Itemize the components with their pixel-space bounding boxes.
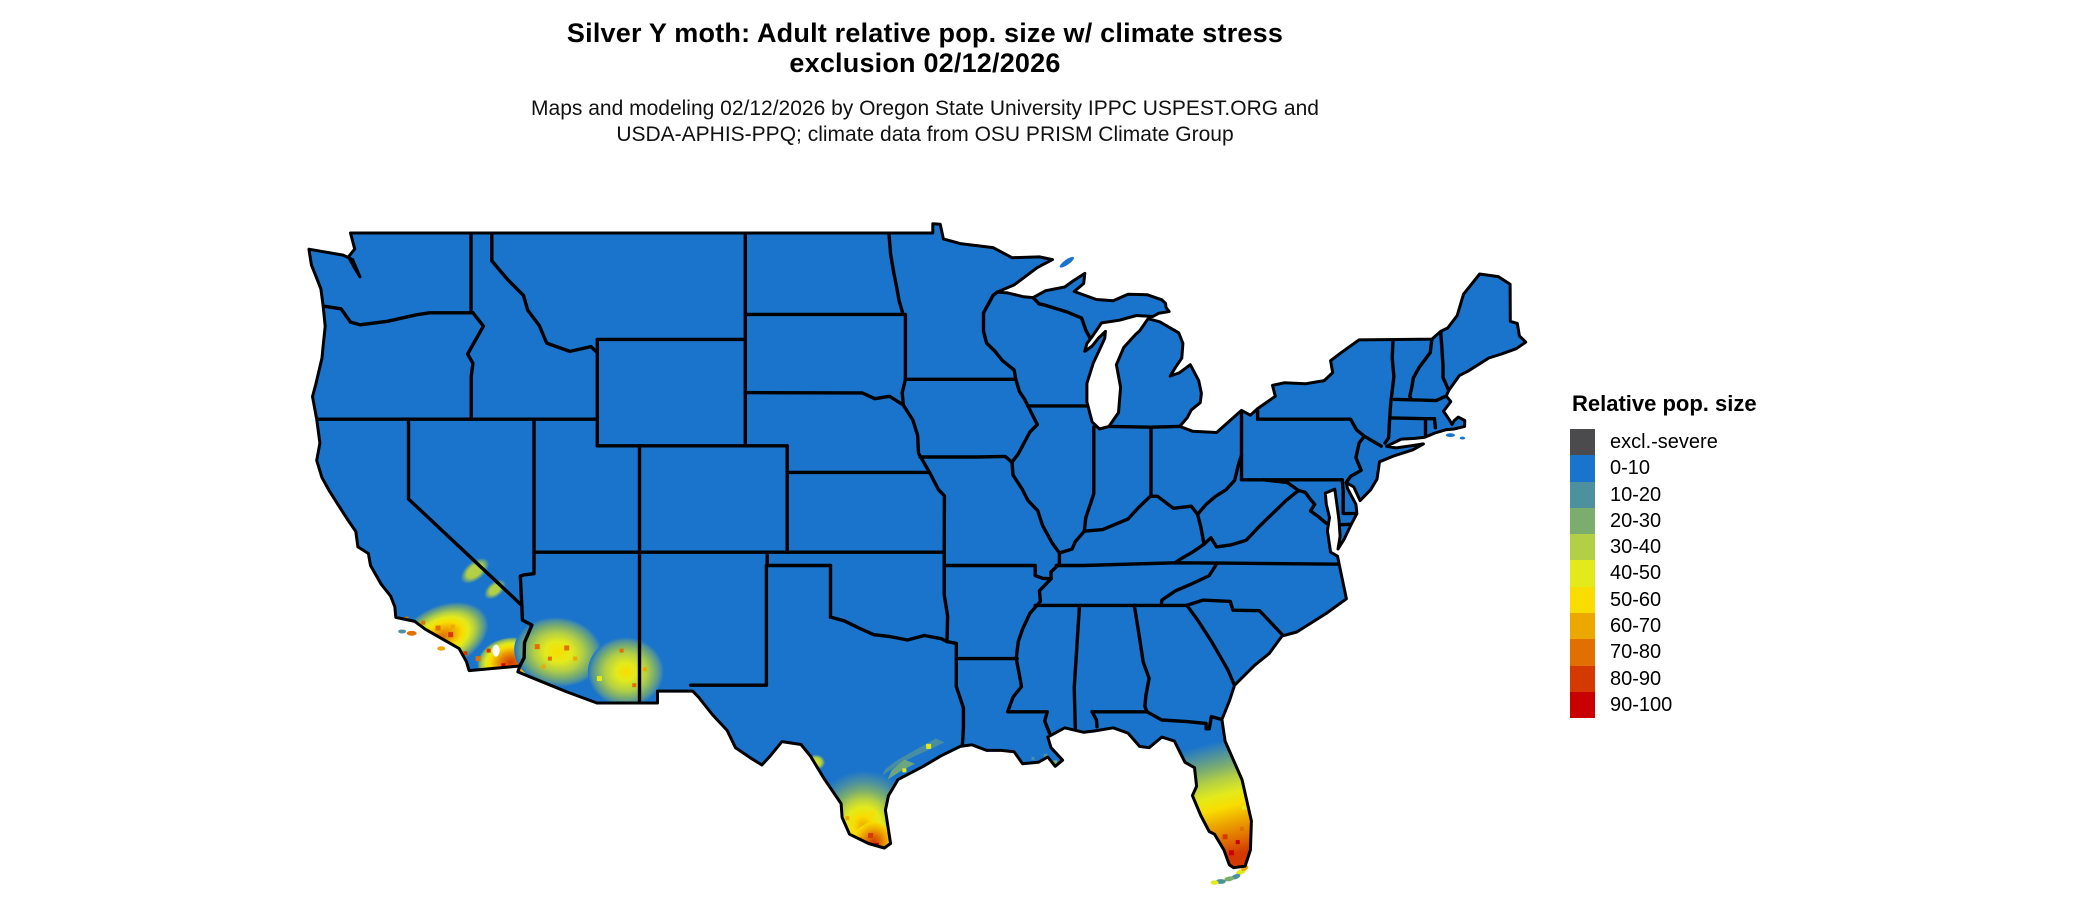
state-border [490, 231, 599, 355]
state-border [1054, 561, 1342, 568]
legend-label: 90-100 [1610, 693, 1673, 716]
legend-label: 30-40 [1610, 536, 1662, 559]
page-title-line2: exclusion 02/12/2026 [789, 48, 1061, 78]
state-border [1107, 424, 1182, 429]
state-border [1388, 416, 1437, 421]
page-title-line1: Silver Y moth: Adult relative pop. size … [566, 18, 1284, 48]
legend-swatch [1570, 639, 1595, 666]
state-border [406, 417, 524, 608]
legend-swatch [1570, 586, 1595, 614]
map-subtitle: Maps and modeling 02/12/2026 by Oregon S… [325, 96, 1525, 148]
state-border [1185, 598, 1285, 638]
state-border [1173, 542, 1206, 565]
legend-item: 30-40 [1570, 534, 1757, 561]
state-border [689, 563, 769, 687]
subtitle-line2: USDA-APHIS-PPQ; climate data from OSU PR… [616, 123, 1234, 146]
legend-swatch [1570, 691, 1595, 719]
legend-label: 70-80 [1610, 641, 1662, 664]
state-border [1202, 488, 1301, 549]
state-border [1432, 417, 1438, 430]
subtitle-line1: Maps and modeling 02/12/2026 by Oregon S… [531, 97, 1319, 120]
legend-item: 10-20 [1570, 481, 1757, 508]
legend-item: 60-70 [1570, 613, 1757, 640]
legend-label: 60-70 [1610, 615, 1662, 638]
state-border [1132, 603, 1151, 714]
state-border [1195, 512, 1206, 546]
state-border [1090, 710, 1099, 729]
legend-label: 80-90 [1610, 667, 1662, 690]
legend-swatch [1570, 665, 1595, 692]
legend-item: 40-50 [1570, 560, 1757, 587]
legend-label: excl.-severe [1610, 431, 1718, 453]
florida-gradient [1163, 741, 1259, 868]
state-border [1031, 295, 1092, 340]
legend-title: Relative pop. size [1572, 391, 1757, 416]
state-border [1057, 494, 1200, 555]
state-border [954, 684, 966, 747]
legend-label: 10-20 [1610, 483, 1662, 506]
state-border [1159, 561, 1219, 608]
state-border [1185, 603, 1236, 686]
state-border [1439, 329, 1451, 393]
map-header: Silver Y moth: Adult relative pop. size … [325, 18, 1525, 148]
state-border [942, 550, 1053, 581]
legend-label: 50-60 [1610, 588, 1662, 611]
state-border [743, 390, 905, 407]
state-border [518, 603, 534, 668]
legend-label: 0-10 [1610, 457, 1651, 480]
legend-item: 90-100 [1570, 691, 1757, 719]
state-border [901, 403, 932, 475]
state-border [465, 311, 486, 421]
legend-swatch [1570, 560, 1595, 587]
state-border [1195, 453, 1244, 517]
legend-item: excl.-severe [1570, 429, 1757, 456]
state-border [1255, 409, 1366, 438]
state-border [887, 231, 905, 317]
state-border [927, 470, 947, 554]
state-border [1072, 603, 1082, 731]
state-border [981, 290, 1062, 581]
state-border [518, 417, 536, 608]
state-border [900, 312, 908, 407]
legend-item: 50-60 [1570, 586, 1757, 614]
legend: Relative pop. size excl.-severe 0-10 10-20… [1570, 391, 1757, 719]
legend-item: 80-90 [1570, 665, 1757, 692]
legend-swatch [1570, 455, 1595, 482]
state-border [1261, 478, 1332, 528]
state-border [1006, 710, 1052, 735]
hotspot-blob [460, 557, 490, 584]
legend-swatch [1570, 481, 1595, 508]
legend-swatch [1570, 429, 1595, 456]
state-border [1006, 577, 1053, 714]
state-border [1145, 710, 1224, 731]
legend-swatch [1570, 534, 1595, 561]
nation-outline [307, 222, 1528, 870]
state-border [1408, 337, 1434, 402]
state-border [1392, 394, 1448, 403]
texas-coast-strip-inner [887, 759, 915, 780]
state-border [942, 550, 950, 644]
legend-rows: excl.-severe 0-10 10-20 20-30 30-40 40-50 50-6… [1570, 429, 1757, 719]
state-border [1340, 478, 1359, 516]
state-border [828, 615, 958, 646]
state-border [918, 454, 1014, 464]
state-border [1383, 337, 1396, 445]
legend-item: 20-30 [1570, 507, 1757, 535]
legend-label: 40-50 [1610, 562, 1662, 585]
salton-sea [492, 644, 500, 657]
legend-swatch [1570, 613, 1595, 640]
legend-item: 70-80 [1570, 639, 1757, 666]
nation-fill [308, 223, 1526, 868]
hotspot-blob [514, 617, 603, 687]
state-border [1082, 425, 1096, 533]
state-borders [315, 231, 1451, 747]
state-border [321, 304, 475, 327]
legend-label: 20-30 [1610, 509, 1662, 532]
legend-swatch [1570, 507, 1595, 535]
hotspot-blob [587, 637, 664, 707]
legend-item: 0-10 [1570, 455, 1757, 482]
